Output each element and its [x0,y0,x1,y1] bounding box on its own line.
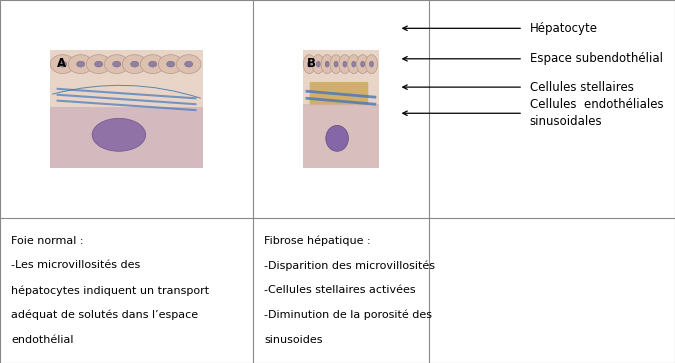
Ellipse shape [330,55,342,74]
Ellipse shape [148,61,157,67]
Text: A: A [57,57,66,70]
Bar [50,50,203,168]
Text: -Disparition des microvillosités: -Disparition des microvillosités [265,261,435,271]
Ellipse shape [348,55,360,74]
Ellipse shape [369,61,373,67]
Text: Foie normal :: Foie normal : [11,236,84,246]
Ellipse shape [312,55,324,74]
Text: sinusoides: sinusoides [265,335,323,344]
FancyBboxPatch shape [310,82,369,105]
Ellipse shape [130,61,139,67]
Ellipse shape [352,61,356,67]
Ellipse shape [325,61,329,67]
Text: Hépatocyte: Hépatocyte [530,22,598,35]
Text: Fibrose hépatique :: Fibrose hépatique : [265,236,371,246]
Ellipse shape [184,61,193,67]
Bar [303,104,379,168]
Ellipse shape [113,61,121,67]
Ellipse shape [51,55,75,74]
Ellipse shape [176,55,201,74]
Text: hépatocytes indiquent un transport: hépatocytes indiquent un transport [11,285,209,296]
Ellipse shape [321,55,333,74]
Ellipse shape [307,61,311,67]
Ellipse shape [356,55,369,74]
Ellipse shape [95,61,103,67]
Ellipse shape [316,61,320,67]
Ellipse shape [159,55,183,74]
Text: Cellules stellaires: Cellules stellaires [530,81,634,94]
Ellipse shape [334,61,338,67]
FancyArrowPatch shape [53,85,200,98]
Ellipse shape [86,55,111,74]
Ellipse shape [167,61,175,67]
Ellipse shape [365,55,377,74]
Ellipse shape [105,55,129,74]
Ellipse shape [339,55,351,74]
Text: -Cellules stellaires activées: -Cellules stellaires activées [265,285,416,295]
Ellipse shape [140,55,165,74]
Ellipse shape [343,61,347,67]
Ellipse shape [326,125,348,151]
Text: Cellules  endothéliales
sinusoidales: Cellules endothéliales sinusoidales [530,98,664,128]
Ellipse shape [92,118,146,151]
Text: endothélial: endothélial [11,335,74,344]
Bar [50,107,203,168]
Ellipse shape [76,61,85,67]
Text: adéquat de solutés dans l’espace: adéquat de solutés dans l’espace [11,310,198,321]
Text: B: B [306,57,315,70]
Text: -Diminution de la porosité des: -Diminution de la porosité des [265,310,433,321]
Text: -Les microvillosités des: -Les microvillosités des [11,261,140,270]
Ellipse shape [59,61,67,67]
Bar [303,50,379,168]
Text: Espace subendothélial: Espace subendothélial [530,52,663,65]
Ellipse shape [303,55,315,74]
Ellipse shape [122,55,147,74]
Ellipse shape [68,55,93,74]
Ellipse shape [360,61,365,67]
